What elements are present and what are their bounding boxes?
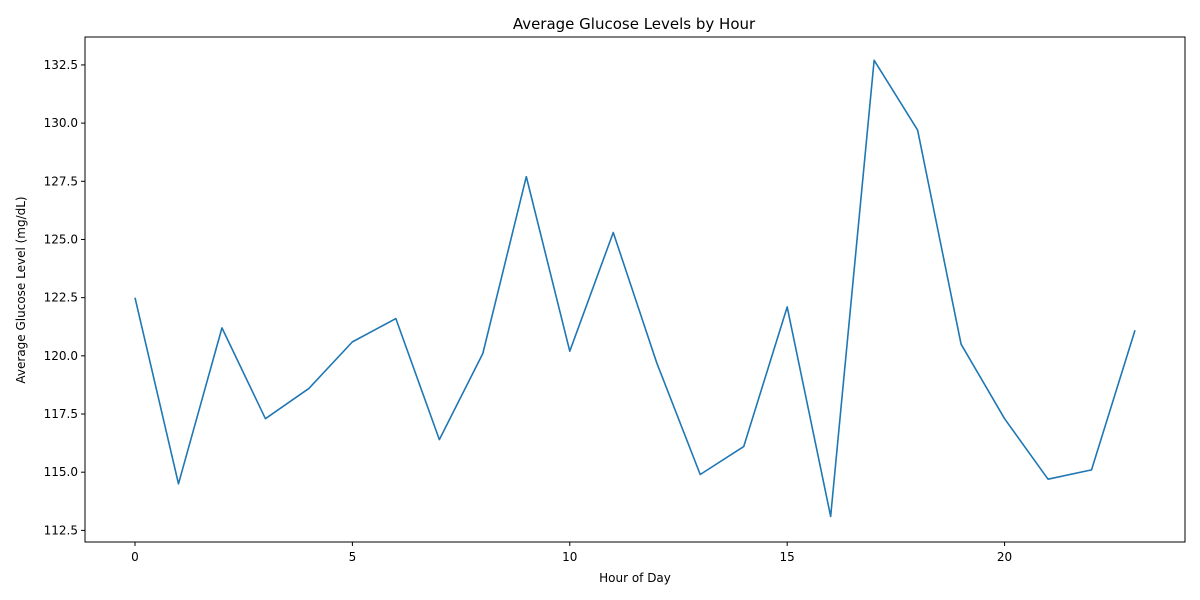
y-tick-label: 117.5 bbox=[44, 407, 78, 421]
plot-frame bbox=[84, 36, 1186, 543]
y-tick-label: 132.5 bbox=[44, 58, 78, 72]
series-line-0 bbox=[134, 59, 1136, 518]
y-tick-label: 130.0 bbox=[44, 116, 78, 130]
y-tick-label: 120.0 bbox=[44, 349, 78, 363]
y-tick-label: 122.5 bbox=[44, 291, 78, 305]
y-tick-label: 125.0 bbox=[44, 232, 78, 246]
y-axis: 112.5 115.0 117.5 120.0 122.5 125.0 127.5 130.0… bbox=[44, 58, 85, 537]
y-tick-label: 127.5 bbox=[44, 174, 78, 188]
plot-area bbox=[134, 59, 1136, 518]
y-tick-label: 115.0 bbox=[44, 465, 78, 479]
x-tick-label: 10 bbox=[562, 550, 577, 564]
y-axis-label: Average Glucose Level (mg/dL) bbox=[14, 196, 28, 383]
x-tick-label: 20 bbox=[997, 550, 1012, 564]
y-tick-label: 112.5 bbox=[44, 523, 78, 537]
x-axis-label: Hour of Day bbox=[599, 571, 671, 585]
x-tick-label: 0 bbox=[131, 550, 139, 564]
chart-title: Average Glucose Levels by Hour bbox=[513, 15, 756, 33]
x-axis: 0 5 10 15 20 bbox=[131, 542, 1012, 564]
x-tick-label: 15 bbox=[780, 550, 795, 564]
x-tick-label: 5 bbox=[349, 550, 357, 564]
